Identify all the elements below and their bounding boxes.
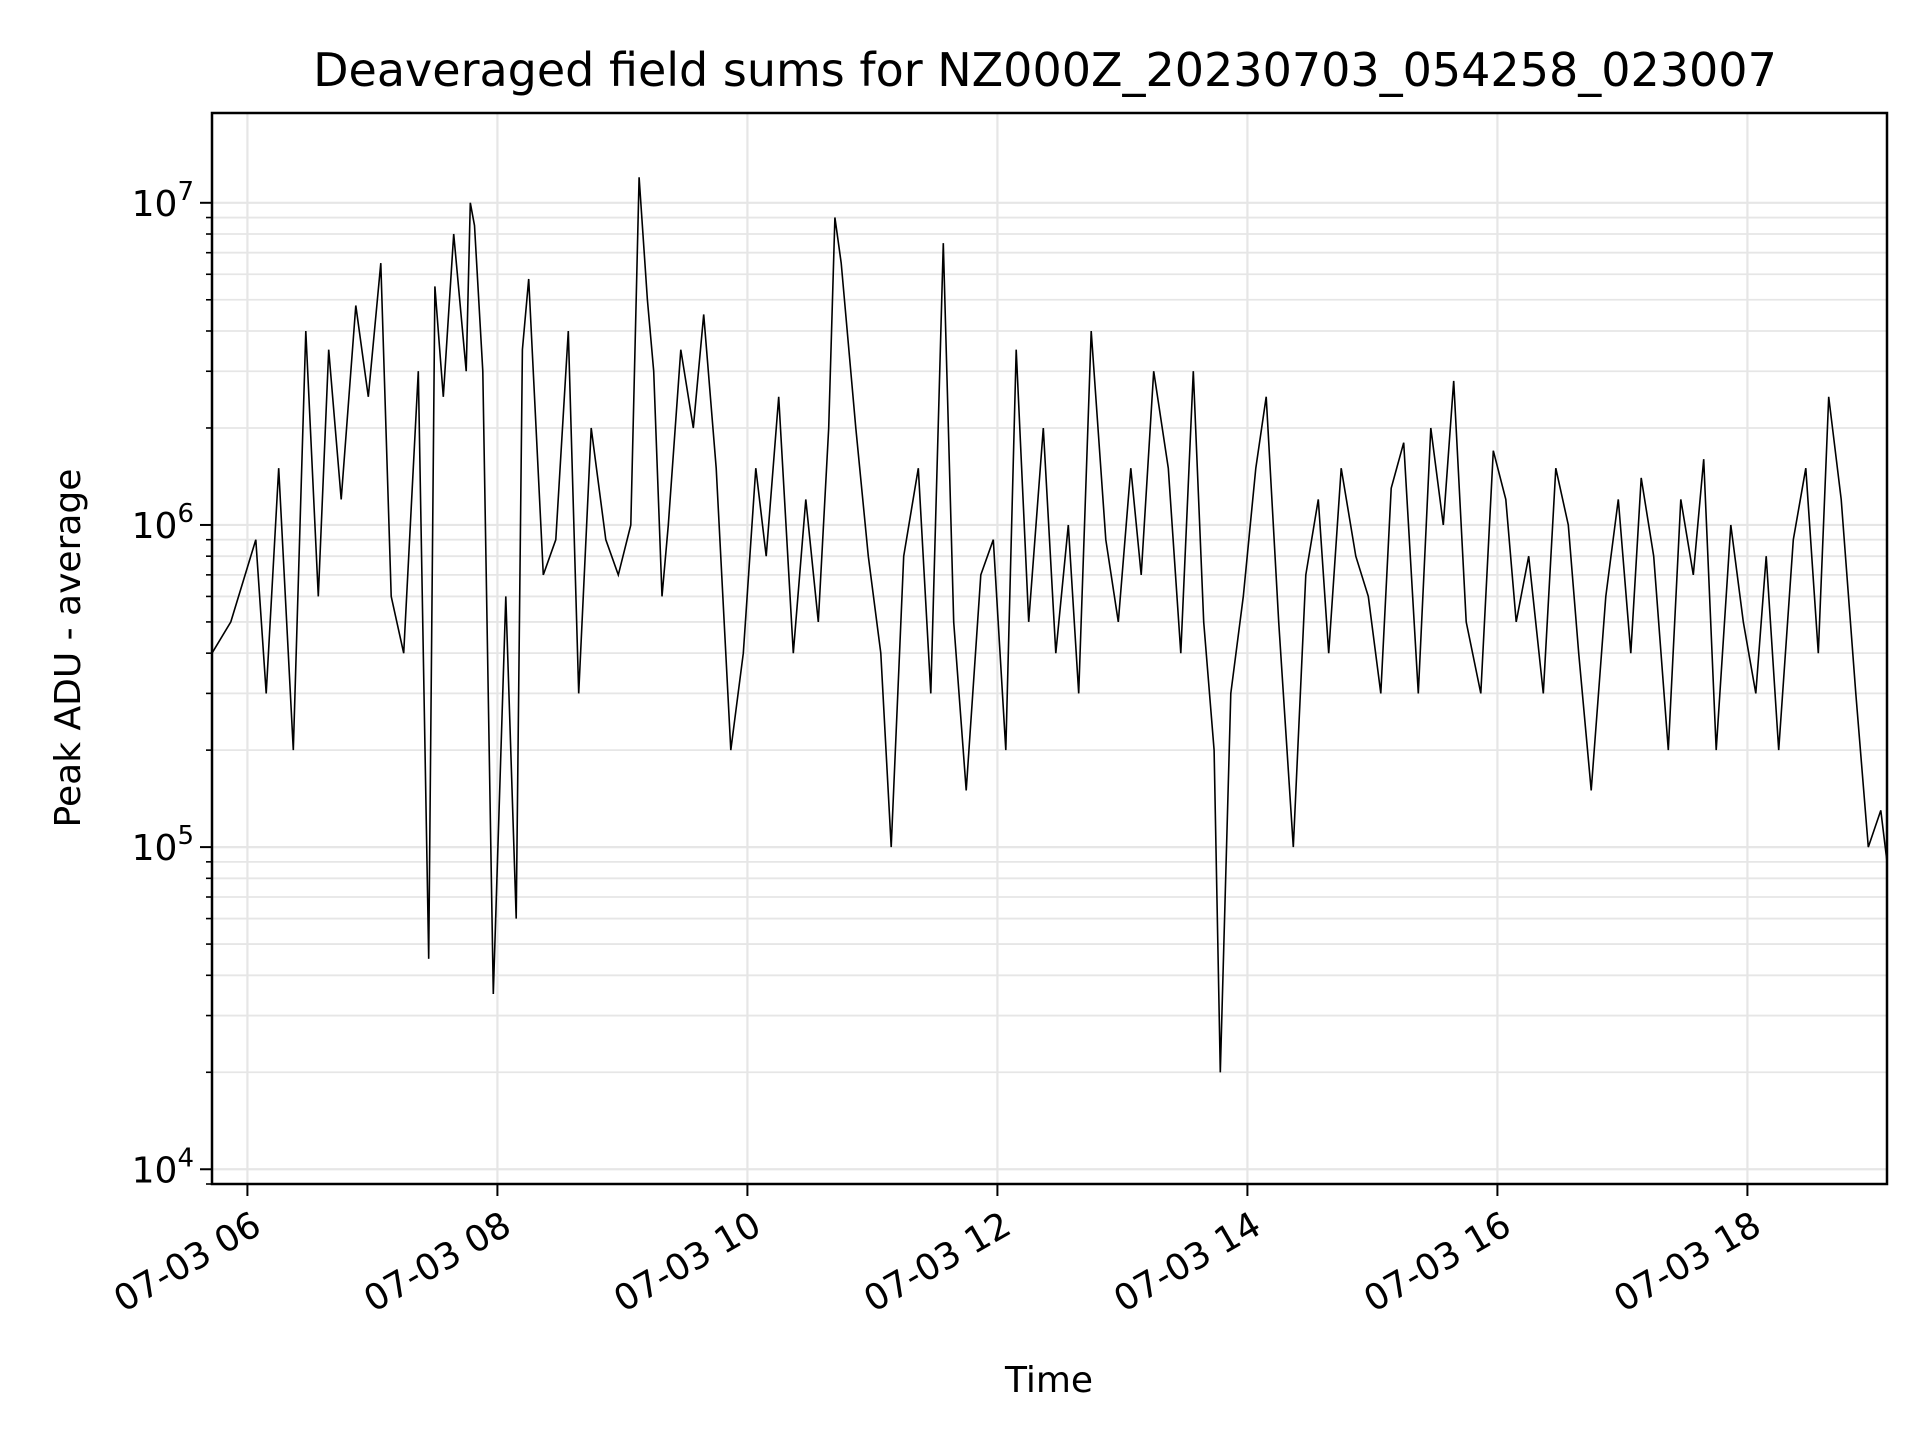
x-tick-label: 07-03 14	[1107, 1204, 1268, 1320]
series-line	[211, 177, 1888, 1073]
y-tick-label: 104	[132, 1143, 194, 1191]
series-layer	[211, 177, 1888, 1073]
x-grid	[246, 113, 1749, 1184]
y-grid	[212, 201, 1887, 1185]
y-axis: 104 105 106 107	[132, 177, 212, 1191]
x-tick-label: 07-03 18	[1607, 1204, 1768, 1320]
x-axis: 07-03 06 07-03 08 07-03 10 07-03 12 07-03 14…	[107, 1184, 1768, 1321]
y-tick-label: 107	[132, 177, 194, 225]
x-tick-label: 07-03 10	[607, 1204, 768, 1320]
y-tick-label: 105	[132, 821, 194, 869]
x-axis-label: Time	[1004, 1360, 1093, 1401]
x-tick-label: 07-03 16	[1357, 1204, 1518, 1320]
chart-title: Deaveraged field sums for NZ000Z_2023070…	[313, 43, 1777, 97]
y-tick-label: 106	[132, 499, 194, 547]
y-axis-label: Peak ADU - average	[48, 469, 89, 828]
x-tick-label: 07-03 06	[107, 1204, 268, 1320]
plot-frame	[210, 111, 1889, 1186]
x-tick-label: 07-03 12	[857, 1204, 1018, 1320]
x-tick-label: 07-03 08	[357, 1204, 518, 1320]
